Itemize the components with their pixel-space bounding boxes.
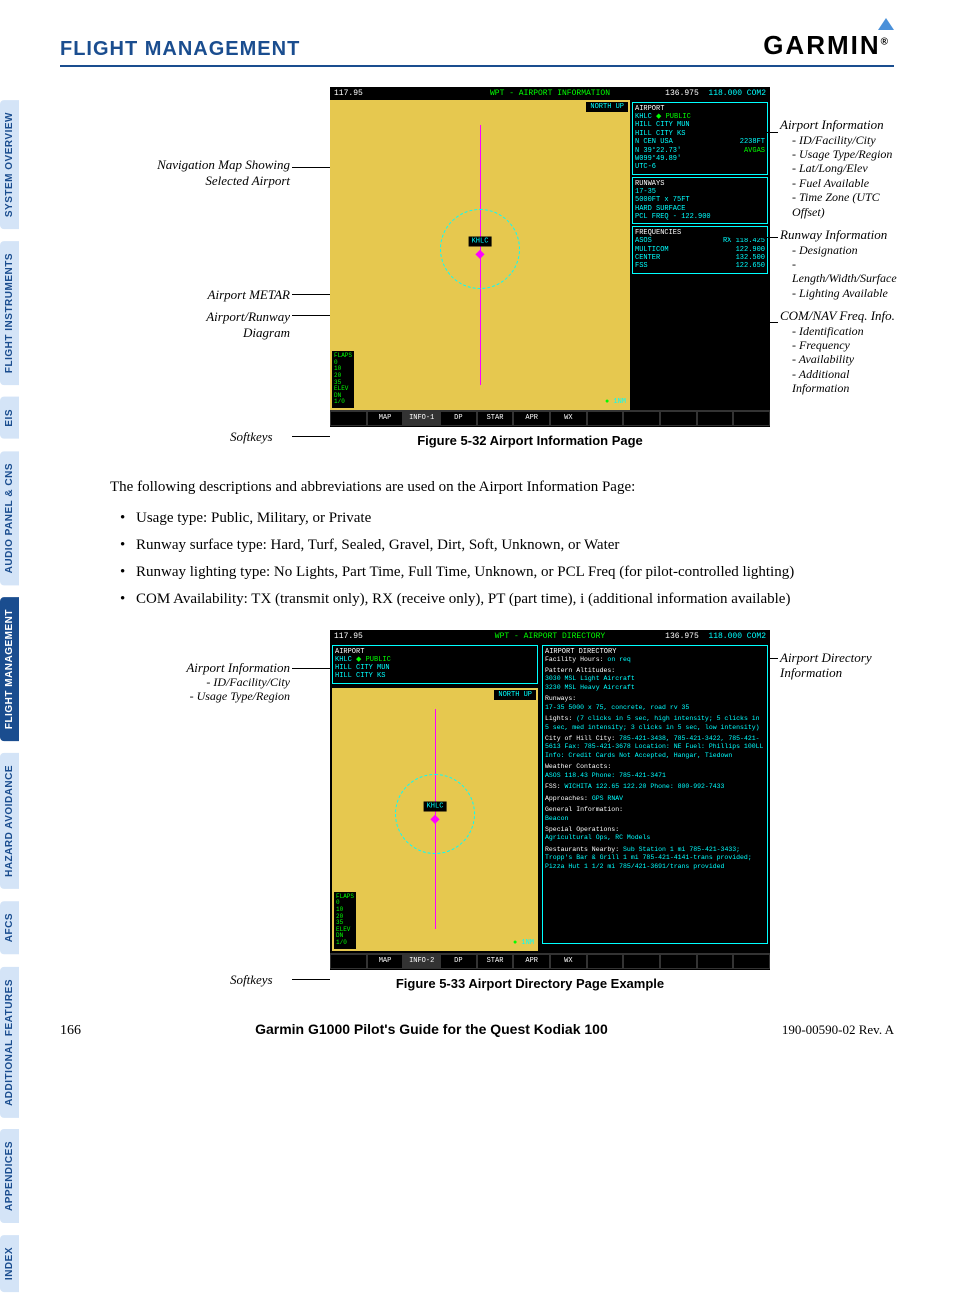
softkey-1[interactable]: MAP (367, 954, 404, 969)
tab-hazard-avoidance[interactable]: HAZARD AVOIDANCE (0, 753, 19, 889)
callout-softkeys-2: Softkeys (230, 972, 273, 988)
softkey-3[interactable]: DP (440, 954, 477, 969)
softkey-0[interactable] (330, 954, 367, 969)
tab-eis[interactable]: EIS (0, 397, 19, 439)
mfd-screen-1: 117.95 136.975 118.000 COM2 WPT - AIRPOR… (330, 87, 770, 427)
softkey-9[interactable] (660, 411, 697, 426)
softkey-7[interactable] (587, 411, 624, 426)
directory-panel: AIRPORT DIRECTORY Facility Hours: on req… (540, 643, 770, 953)
softkey-4[interactable]: STAR (477, 954, 514, 969)
bullet-item: COM Availability: TX (transmit only), RX… (120, 589, 894, 610)
figure-5-33: Airport Information - ID/Facility/City -… (170, 630, 890, 991)
tab-appendices[interactable]: APPENDICES (0, 1129, 19, 1223)
softkey-5[interactable]: APR (513, 411, 550, 426)
callout-softkeys: Softkeys (230, 429, 273, 445)
callout-airport-info: Airport Information - ID/Facility/City -… (140, 660, 290, 704)
softkey-4[interactable]: STAR (477, 411, 514, 426)
softkey-6[interactable]: WX (550, 411, 587, 426)
softkey-3[interactable]: DP (440, 411, 477, 426)
softkey-bar: MAPINFO-1DPSTARAPRWX (330, 410, 770, 426)
tab-system-overview[interactable]: SYSTEM OVERVIEW (0, 100, 19, 229)
mfd-screen-2: 117.95 136.975 118.000 COM2 WPT - AIRPOR… (330, 630, 770, 970)
callout-metar: Airport METAR (180, 287, 290, 303)
figure-caption-2: Figure 5-33 Airport Directory Page Examp… (170, 976, 890, 991)
callout-directory: Airport Directory Information (780, 650, 910, 681)
bullet-item: Runway surface type: Hard, Turf, Sealed,… (120, 535, 894, 556)
softkey-10[interactable] (697, 411, 734, 426)
softkey-bar-2: MAPINFO-2DPSTARAPRWX (330, 953, 770, 969)
softkey-11[interactable] (733, 411, 770, 426)
tab-index[interactable]: INDEX (0, 1235, 19, 1292)
intro-paragraph: The following descriptions and abbreviat… (110, 478, 894, 498)
softkey-2[interactable]: INFO-1 (403, 411, 440, 426)
callout-nav-map: Navigation Map Showing Selected Airport (140, 157, 290, 188)
bullet-item: Runway lighting type: No Lights, Part Ti… (120, 562, 894, 583)
callout-diagram: Airport/Runway Diagram (170, 309, 290, 340)
section-title: FLIGHT MANAGEMENT (60, 38, 300, 61)
softkey-8[interactable] (623, 411, 660, 426)
tab-audio-panel-cns[interactable]: AUDIO PANEL & CNS (0, 451, 19, 585)
softkey-1[interactable]: MAP (367, 411, 404, 426)
garmin-logo: GARMIN® (763, 30, 894, 61)
softkey-7[interactable] (587, 954, 624, 969)
page-number: 166 (60, 1023, 81, 1039)
footer-title: Garmin G1000 Pilot's Guide for the Quest… (255, 1021, 608, 1037)
tab-additional-features[interactable]: ADDITIONAL FEATURES (0, 967, 19, 1118)
map-area: NORTH UP KHLC ◆ FLAPS0102035ELEVDN1/0 ● … (330, 100, 630, 410)
softkey-0[interactable] (330, 411, 367, 426)
page-footer: 166 Garmin G1000 Pilot's Guide for the Q… (60, 1021, 894, 1039)
bullet-list: Usage type: Public, Military, or Private… (120, 508, 894, 610)
side-tabs: SYSTEM OVERVIEW FLIGHT INSTRUMENTS EIS AUDI… (0, 100, 46, 1305)
page-header: FLIGHT MANAGEMENT GARMIN® (60, 30, 894, 67)
softkey-8[interactable] (623, 954, 660, 969)
figure-caption: Figure 5-32 Airport Information Page (170, 433, 890, 448)
figure-5-32: Navigation Map Showing Selected Airport … (170, 87, 890, 448)
softkey-5[interactable]: APR (513, 954, 550, 969)
tab-flight-management[interactable]: FLIGHT MANAGEMENT (0, 597, 19, 741)
softkey-10[interactable] (697, 954, 734, 969)
softkey-11[interactable] (733, 954, 770, 969)
info-panel: AIRPORT KHLC ◆ PUBLIC HILL CITY MUN HILL… (630, 100, 770, 410)
tab-afcs[interactable]: AFCS (0, 901, 19, 954)
map-area-2: NORTH UP KHLC ◆ FLAPS0102035ELEVDN1/0 ● … (332, 688, 538, 951)
softkey-9[interactable] (660, 954, 697, 969)
softkey-6[interactable]: WX (550, 954, 587, 969)
bullet-item: Usage type: Public, Military, or Private (120, 508, 894, 529)
footer-rev: 190-00590-02 Rev. A (782, 1022, 894, 1038)
softkey-2[interactable]: INFO-2 (403, 954, 440, 969)
tab-flight-instruments[interactable]: FLIGHT INSTRUMENTS (0, 241, 19, 385)
